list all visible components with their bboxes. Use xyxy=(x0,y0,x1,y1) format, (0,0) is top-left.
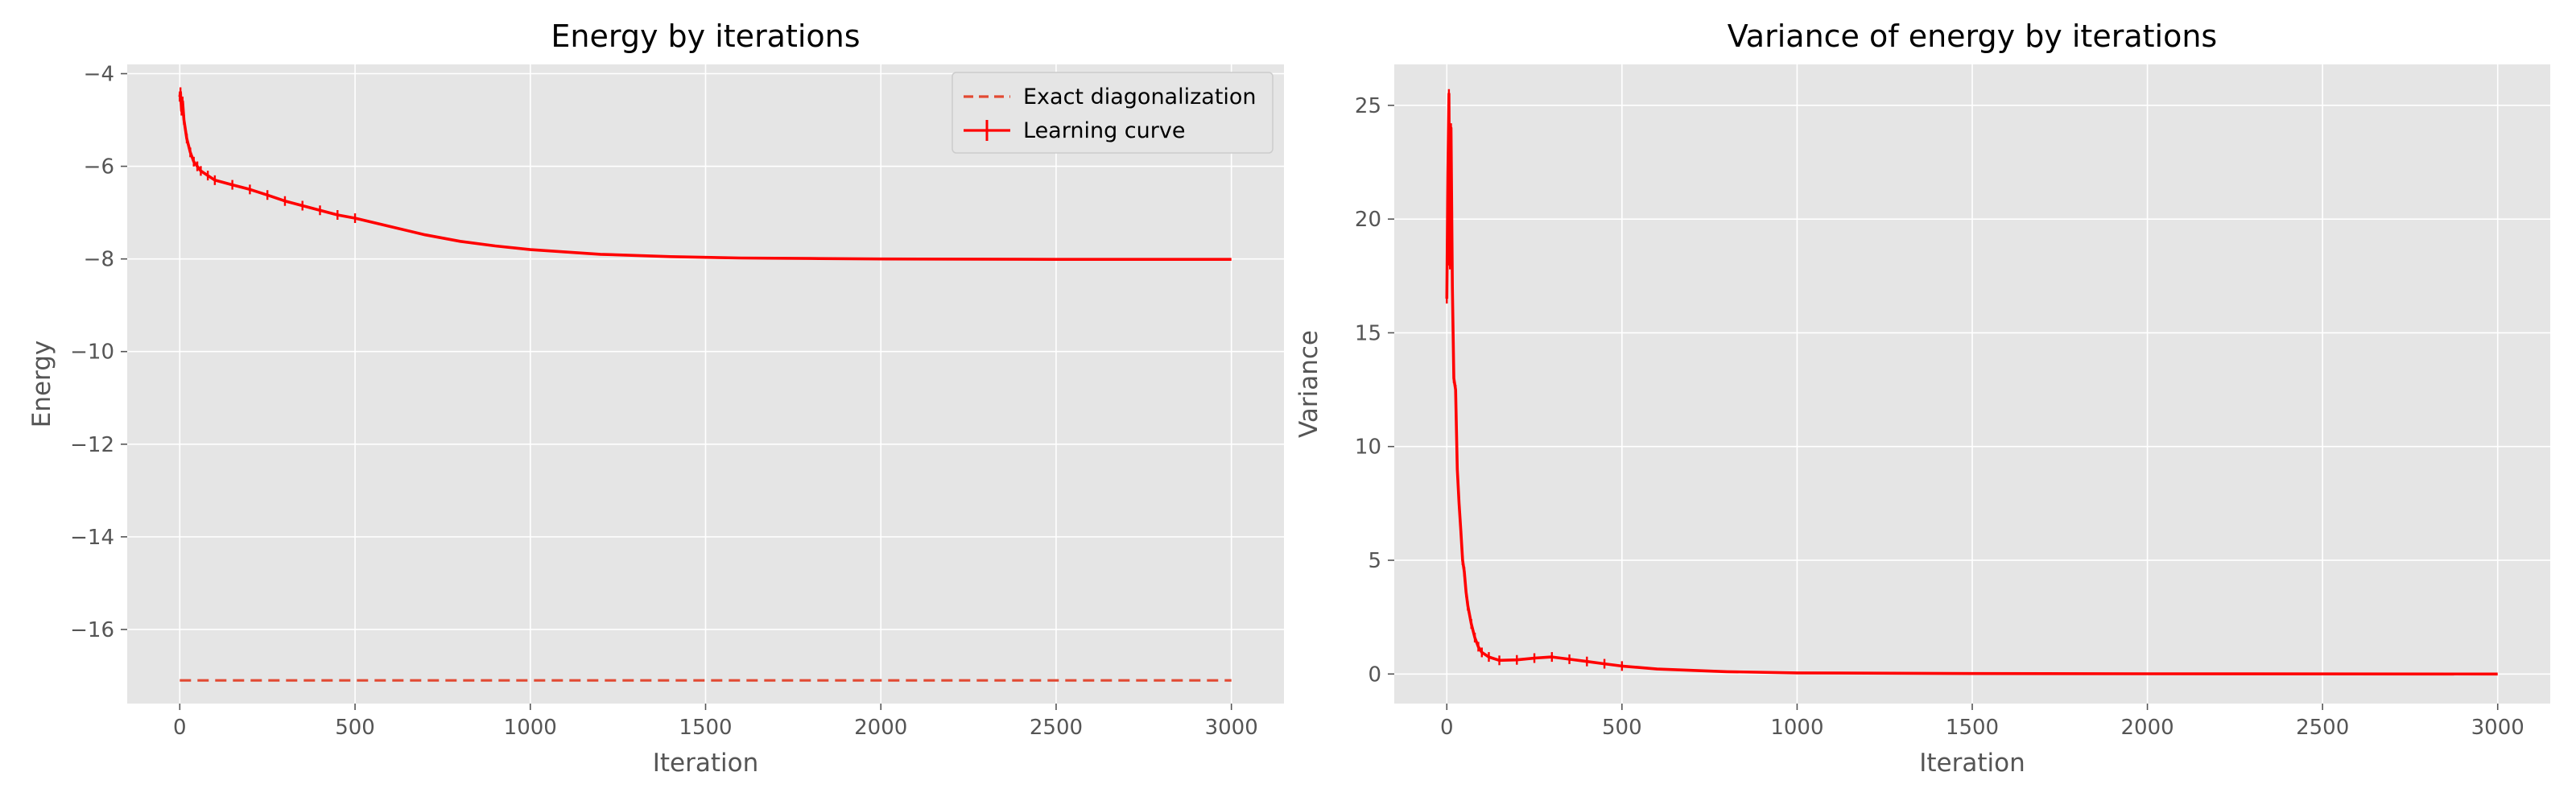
y-tick-label: −14 xyxy=(70,526,114,550)
series-line-0 xyxy=(1445,92,2498,676)
y-tick-label: −12 xyxy=(70,433,114,457)
x-axis-label: Iteration xyxy=(653,749,759,778)
y-tick-label: −16 xyxy=(70,618,114,642)
x-axis-label: Iteration xyxy=(1919,749,2025,778)
x-tick-label: 1500 xyxy=(1946,716,1999,740)
x-tick-label: 1000 xyxy=(504,716,557,740)
legend-label-0: Exact diagonalization xyxy=(1023,85,1257,109)
x-tick-label: 2500 xyxy=(1030,716,1083,740)
y-axis-label: Variance xyxy=(1294,330,1323,438)
legend-label-1: Learning curve xyxy=(1023,118,1185,143)
x-tick-label: 0 xyxy=(1440,716,1454,740)
y-tick-label: −8 xyxy=(84,248,114,272)
y-tick-label: 20 xyxy=(1355,208,1381,232)
x-tick-label: 500 xyxy=(1602,716,1642,740)
chart-title: Variance of energy by iterations xyxy=(1728,19,2217,54)
variance-chart: 0 500 1000 1500 2000 2500 3000 0 5 10 15 20 25 Varian… xyxy=(1294,19,2550,778)
legend-box xyxy=(952,72,1274,154)
x-tick-label: 2500 xyxy=(2296,716,2349,740)
y-tick-label: 15 xyxy=(1355,321,1381,345)
x-tick-label: 2000 xyxy=(2120,716,2174,740)
y-tick-label: 0 xyxy=(1368,663,1381,687)
energy-chart: 0 500 1000 1500 2000 2500 3000 −16 −14 −12 −10 −8 −6… xyxy=(27,19,1284,778)
x-tick-label: 1500 xyxy=(679,716,732,740)
y-axis-label: Energy xyxy=(27,341,56,428)
x-tick-label: 1000 xyxy=(1770,716,1823,740)
y-tick-label: 5 xyxy=(1368,549,1381,573)
x-tick-label: 2000 xyxy=(854,716,907,740)
x-tick-label: 3000 xyxy=(2471,716,2524,740)
y-tick-label: 25 xyxy=(1355,94,1381,118)
x-tick-label: 0 xyxy=(173,716,187,740)
x-tick-label: 500 xyxy=(335,716,375,740)
chart-title: Energy by iterations xyxy=(551,19,860,54)
y-tick-label: −10 xyxy=(70,341,114,365)
x-tick-label: 3000 xyxy=(1205,716,1258,740)
y-tick-label: −4 xyxy=(84,63,114,87)
y-tick-label: −6 xyxy=(84,155,114,180)
y-tick-label: 10 xyxy=(1355,436,1381,460)
